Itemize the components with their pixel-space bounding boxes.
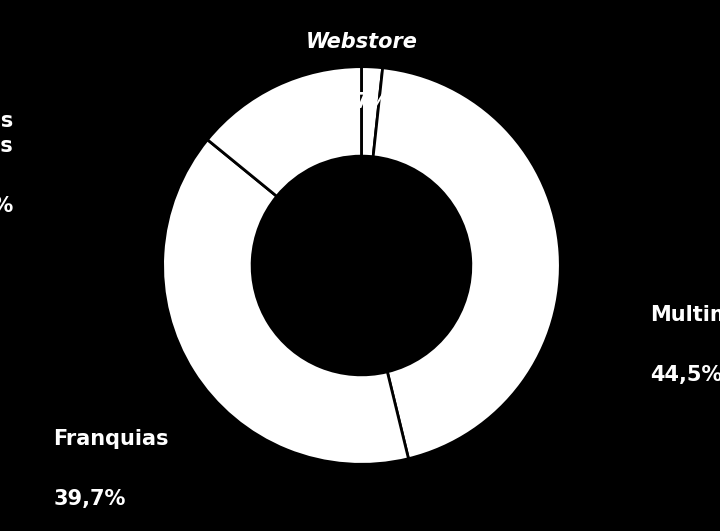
Wedge shape [361, 67, 382, 157]
Wedge shape [163, 140, 408, 464]
Wedge shape [207, 67, 361, 196]
Text: Multimarcas: Multimarcas [650, 305, 720, 325]
Text: Franquias: Franquias [53, 430, 168, 449]
Text: 39,7%: 39,7% [53, 489, 125, 509]
Text: 1,7%: 1,7% [333, 91, 390, 112]
Text: 44,5%: 44,5% [650, 365, 720, 385]
Wedge shape [373, 68, 560, 459]
Text: 14,1%: 14,1% [0, 196, 14, 216]
Text: Webstore: Webstore [305, 32, 418, 52]
Text: Lojas
próprias: Lojas próprias [0, 111, 14, 156]
